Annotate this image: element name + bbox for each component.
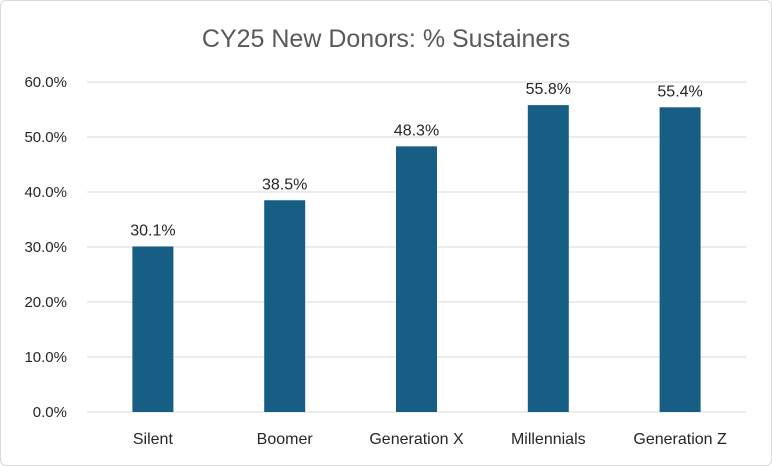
y-tick-label: 50.0%: [24, 129, 67, 146]
bar: [132, 246, 174, 412]
data-label: 55.4%: [657, 83, 702, 100]
bar: [527, 105, 569, 412]
data-label: 55.8%: [526, 81, 571, 98]
y-tick-label: 10.0%: [24, 349, 67, 366]
chart-title: CY25 New Donors: % Sustainers: [202, 25, 570, 53]
x-category-label: Boomer: [257, 431, 314, 448]
y-tick-label: 20.0%: [24, 294, 67, 311]
x-category-label: Generation X: [369, 431, 464, 448]
y-tick-label: 40.0%: [24, 184, 67, 201]
x-category-label: Silent: [133, 431, 174, 448]
y-axis-ticks: 0.0% 10.0% 20.0% 30.0% 40.0% 50.0% 60.0%: [24, 74, 67, 421]
y-tick-label: 60.0%: [24, 74, 67, 91]
bar: [264, 200, 306, 412]
data-label: 48.3%: [394, 122, 439, 139]
bars: [132, 105, 701, 413]
x-category-label: Millennials: [511, 431, 586, 448]
y-tick-label: 30.0%: [24, 239, 67, 256]
y-tick-label: 0.0%: [33, 404, 67, 421]
bar: [659, 107, 701, 413]
bar: [396, 146, 437, 412]
data-labels: 30.1% 38.5% 48.3% 55.8% 55.4%: [130, 81, 703, 239]
x-axis-categories: Silent Boomer Generation X Millennials Gener…: [133, 431, 727, 448]
data-label: 30.1%: [130, 222, 175, 239]
x-category-label: Generation Z: [633, 431, 727, 448]
data-label: 38.5%: [262, 176, 307, 193]
